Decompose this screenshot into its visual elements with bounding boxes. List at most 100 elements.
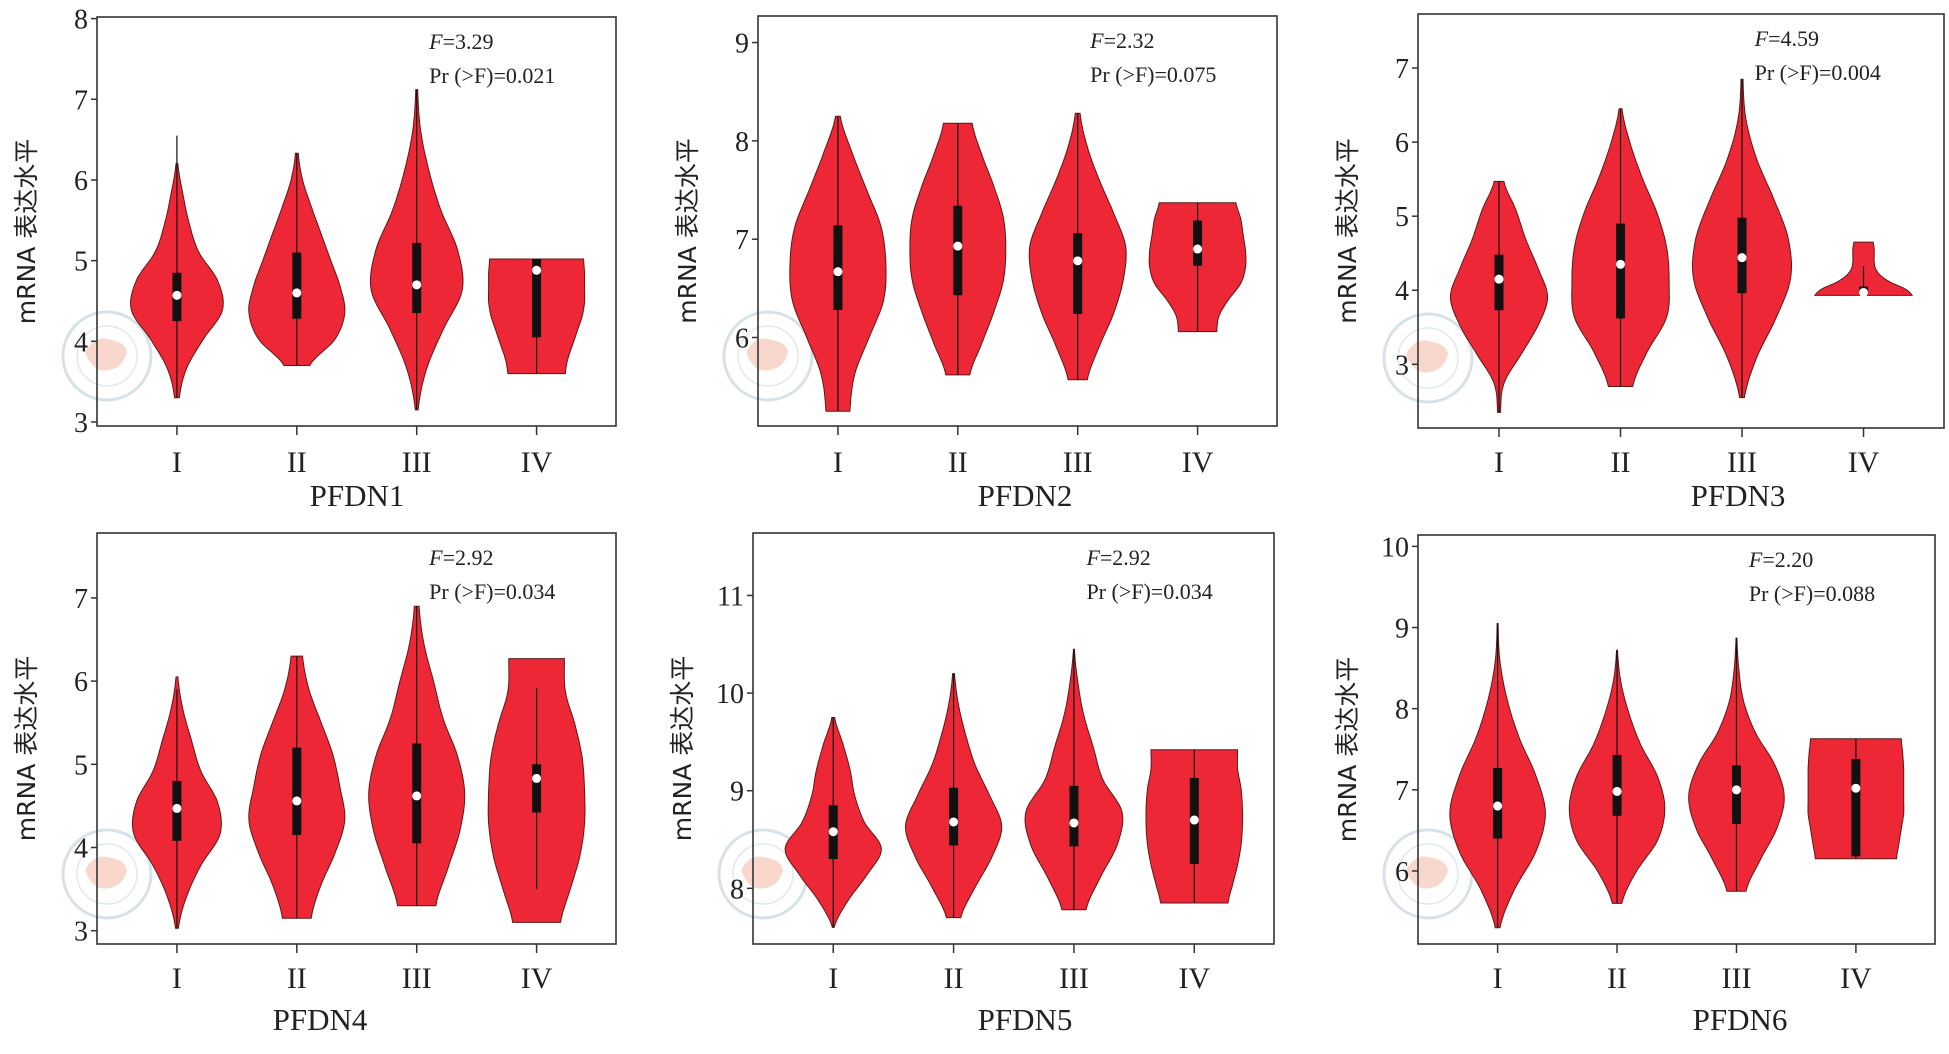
iqr-box (1612, 754, 1622, 816)
watermark-seal (61, 310, 153, 402)
y-tick-label: 9 (730, 777, 744, 808)
f-symbol: F (428, 545, 443, 570)
iqr-box (292, 747, 302, 836)
x-axis-title: PFDN3 (1691, 478, 1786, 513)
f-value: =3.29 (443, 29, 494, 54)
iqr-box (532, 259, 542, 338)
x-tick-label: I (172, 962, 182, 995)
median-dot (172, 803, 182, 813)
y-tick-label: 3 (1395, 350, 1409, 381)
f-statistic: F=3.29 (428, 29, 493, 54)
x-axis-title: PFDN4 (273, 1002, 368, 1037)
median-dot (412, 791, 422, 801)
f-symbol: F (1748, 547, 1763, 572)
median-dot (292, 288, 302, 298)
f-statistic: F=4.59 (1754, 26, 1819, 51)
violin-group-II (248, 152, 346, 366)
violin-group-IV (488, 258, 586, 375)
y-axis-label: mRNA 表达水平 (1333, 657, 1362, 842)
y-tick-label: 6 (1395, 857, 1409, 888)
y-tick-label: 10 (1381, 532, 1409, 563)
iqr-box (1193, 220, 1203, 266)
y-tick-label: 3 (74, 917, 88, 948)
x-tick-label: II (1607, 962, 1627, 995)
f-statistic: F=2.92 (428, 545, 493, 570)
violin-group-IV (1148, 202, 1247, 333)
y-tick-label: 9 (735, 29, 749, 60)
violin-group-IV (487, 658, 586, 923)
f-symbol: F (1754, 26, 1769, 51)
iqr-box (412, 242, 422, 314)
f-symbol: F (1085, 545, 1100, 570)
violin-group-III (1028, 112, 1127, 381)
y-axis-label: mRNA 表达水平 (12, 656, 41, 841)
violin-group-II (904, 673, 1003, 919)
iqr-box (1616, 223, 1626, 319)
y-axis-label: mRNA 表达水平 (673, 138, 702, 323)
f-value: =2.92 (443, 545, 494, 570)
y-tick-label: 6 (74, 667, 88, 698)
x-tick-label: IV (1182, 446, 1214, 479)
median-dot (532, 773, 542, 783)
violin-group-III (1688, 637, 1785, 892)
median-dot (532, 265, 542, 275)
y-tick-label: 7 (1395, 776, 1409, 807)
x-tick-label: II (948, 446, 968, 479)
violin-group-II (248, 655, 346, 919)
median-dot (1612, 786, 1622, 796)
y-tick-label: 8 (1395, 695, 1409, 726)
violin-group-III (1024, 648, 1124, 911)
violin-group-I (1449, 623, 1546, 929)
violin-group-I (1449, 180, 1549, 413)
plot-frame (96, 16, 617, 427)
p-value: Pr (>F)=0.034 (1086, 579, 1212, 604)
x-tick-label: II (1611, 446, 1631, 479)
violin-group-I (129, 135, 224, 399)
x-tick-label: II (944, 962, 964, 995)
iqr-box (292, 252, 302, 319)
median-dot (1069, 818, 1079, 828)
x-tick-label: II (287, 446, 307, 479)
y-tick-label: 8 (74, 5, 88, 36)
median-dot (292, 796, 302, 806)
p-value: Pr (>F)=0.021 (429, 63, 555, 88)
x-tick-label: IV (521, 446, 553, 479)
y-tick-label: 4 (74, 327, 88, 358)
median-dot (1859, 287, 1869, 297)
f-statistic: F=2.32 (1089, 28, 1154, 53)
violin-group-I (784, 717, 882, 928)
y-tick-label: 10 (716, 679, 744, 710)
median-dot (1073, 256, 1083, 266)
median-dot (1189, 815, 1199, 825)
iqr-box (532, 764, 542, 813)
violin-group-IV (1807, 738, 1905, 860)
y-tick-label: 4 (1395, 276, 1409, 307)
x-tick-label: IV (1178, 962, 1210, 995)
y-tick-label: 7 (74, 584, 88, 615)
iqr-box (1073, 233, 1083, 314)
y-tick-label: 8 (735, 127, 749, 158)
y-tick-label: 7 (735, 225, 749, 256)
y-tick-label: 8 (730, 874, 744, 905)
p-value: Pr (>F)=0.088 (1749, 581, 1875, 606)
median-dot (1616, 259, 1626, 269)
x-axis-title: PFDN1 (310, 478, 405, 513)
plot-frame (1417, 534, 1936, 945)
y-axis-label: mRNA 表达水平 (1333, 138, 1362, 323)
y-tick-label: 7 (1395, 54, 1409, 85)
x-tick-label: I (828, 962, 838, 995)
x-tick-label: III (1727, 446, 1757, 479)
y-tick-label: 3 (74, 408, 88, 439)
x-tick-label: IV (1848, 446, 1880, 479)
y-tick-label: 7 (74, 85, 88, 116)
y-tick-label: 6 (735, 324, 749, 355)
violin-group-II (1571, 108, 1670, 387)
median-dot (172, 290, 182, 300)
violin-group-III (1692, 78, 1792, 399)
f-statistic: F=2.20 (1748, 547, 1813, 572)
violin-group-II (909, 122, 1007, 376)
